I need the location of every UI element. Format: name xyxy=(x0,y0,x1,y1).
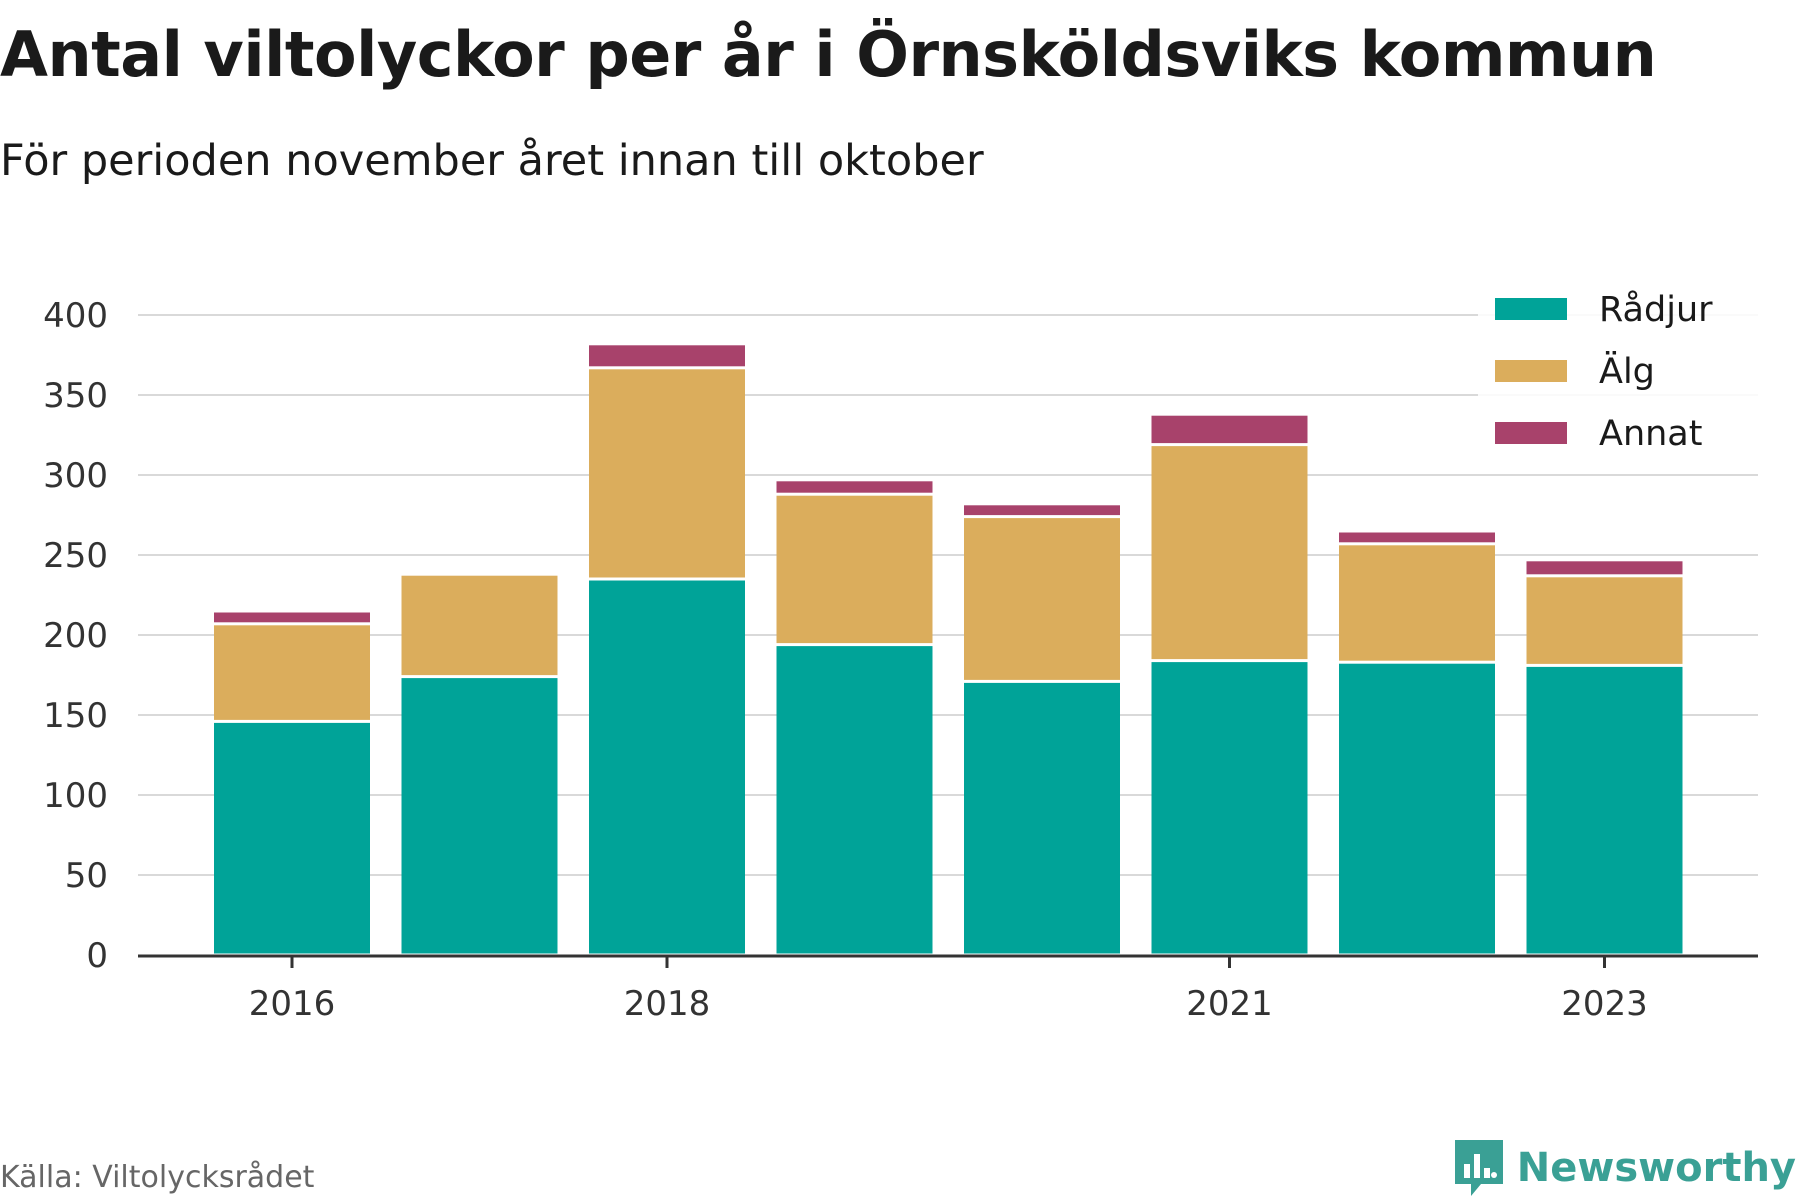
y-tick-label: 50 xyxy=(65,856,108,896)
brand-name: Newsworthy xyxy=(1516,1145,1796,1191)
bar-annat-2018 xyxy=(589,345,745,367)
bar-annat-2020 xyxy=(964,505,1120,516)
bar-rådjur-2018 xyxy=(589,580,745,954)
bars xyxy=(214,345,1683,954)
bar-annat-2023 xyxy=(1526,561,1683,575)
bar-annat-2019 xyxy=(776,481,933,493)
bar-rådjur-2017 xyxy=(401,678,558,954)
bar-älg-2020 xyxy=(964,518,1120,680)
bar-annat-2021 xyxy=(1151,415,1308,444)
bar-älg-2023 xyxy=(1526,577,1683,664)
bar-rådjur-2020 xyxy=(964,682,1120,954)
legend-label-älg: Älg xyxy=(1599,350,1655,392)
legend-label-rådjur: Rådjur xyxy=(1599,289,1713,330)
brand-logo: Newsworthy xyxy=(1453,1138,1796,1198)
legend-swatch-rådjur xyxy=(1495,298,1567,320)
y-tick-label: 350 xyxy=(43,376,108,416)
bar-rådjur-2021 xyxy=(1151,662,1308,954)
y-tick-label: 0 xyxy=(86,936,108,976)
bar-rådjur-2023 xyxy=(1526,666,1683,954)
y-tick-label: 100 xyxy=(43,776,108,816)
y-tick-label: 400 xyxy=(43,296,108,336)
y-tick-label: 300 xyxy=(43,456,108,496)
x-tick-label: 2016 xyxy=(249,984,336,1024)
x-tick-label: 2018 xyxy=(624,984,711,1024)
chart-subtitle: För perioden november året innan till ok… xyxy=(0,136,984,186)
bar-älg-2021 xyxy=(1151,446,1308,660)
bar-rådjur-2016 xyxy=(214,722,370,954)
bar-älg-2018 xyxy=(589,369,745,578)
axes: 2016 2018 2021 2023 xyxy=(138,954,1758,1024)
bar-rådjur-2022 xyxy=(1339,663,1495,954)
bar-annat-2022 xyxy=(1339,532,1495,543)
y-tick-label: 150 xyxy=(43,696,108,736)
source-note: Källa: Viltolycksrådet xyxy=(0,1160,315,1195)
bar-älg-2016 xyxy=(214,625,370,720)
legend: Rådjur Älg Annat xyxy=(1478,282,1764,472)
bar-älg-2017 xyxy=(401,575,558,676)
bar-älg-2019 xyxy=(776,495,933,644)
legend-swatch-älg xyxy=(1495,360,1567,382)
chart-title: Antal viltolyckor per år i Örnsköldsviks… xyxy=(0,18,1657,91)
x-tick-label: 2021 xyxy=(1186,984,1273,1024)
bar-älg-2022 xyxy=(1339,545,1495,661)
legend-swatch-annat xyxy=(1495,422,1567,444)
bar-rådjur-2019 xyxy=(776,646,933,954)
newsworthy-logo-icon xyxy=(1454,1140,1503,1196)
bar-annat-2016 xyxy=(214,612,370,623)
y-tick-label: 200 xyxy=(43,616,108,656)
x-tick-label: 2023 xyxy=(1561,984,1648,1024)
y-tick-label: 250 xyxy=(43,536,108,576)
legend-label-annat: Annat xyxy=(1599,414,1702,454)
